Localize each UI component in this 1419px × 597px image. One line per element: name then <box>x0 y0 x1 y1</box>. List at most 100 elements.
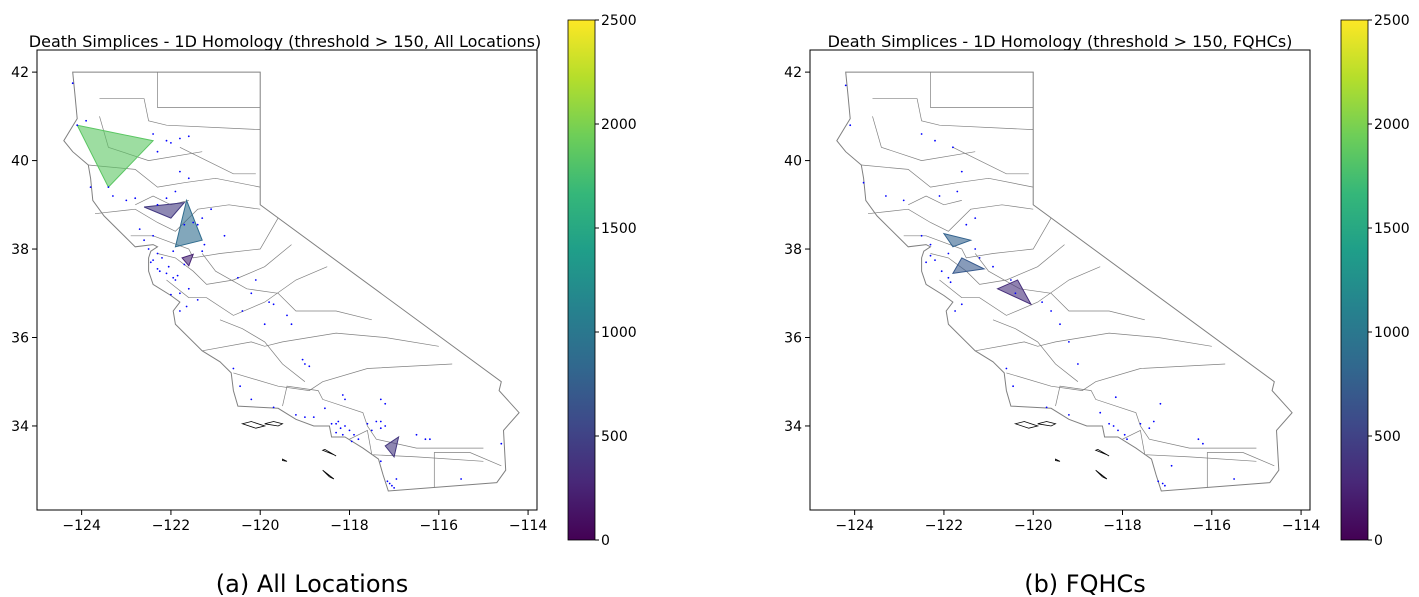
location-point <box>386 480 389 483</box>
location-point <box>165 139 168 142</box>
island-outline <box>264 421 284 427</box>
location-point <box>379 398 382 401</box>
location-point <box>344 398 346 401</box>
state-outline <box>836 71 1293 492</box>
plot-frame <box>36 49 538 511</box>
location-point <box>1161 482 1164 485</box>
colorbar-ticks: 0 500 1000 1500 2000 2500 <box>1368 13 1410 549</box>
location-point <box>210 208 213 211</box>
location-point <box>187 135 190 138</box>
x-tick-label: −122 <box>925 518 963 534</box>
x-tick-label: −116 <box>1193 518 1232 534</box>
island-outline <box>1095 469 1108 480</box>
location-point <box>76 124 79 127</box>
location-point <box>1059 323 1061 326</box>
death-simplex <box>942 232 973 248</box>
colorbar-tick-label: 2000 <box>601 117 637 133</box>
location-point <box>974 217 977 220</box>
location-point <box>339 427 342 430</box>
location-point <box>165 272 168 275</box>
county-line <box>1206 452 1275 488</box>
y-tick-label: 38 <box>784 242 802 258</box>
location-point <box>954 310 956 312</box>
location-point <box>1152 420 1155 423</box>
location-point <box>1068 341 1070 343</box>
x-tick-label: −114 <box>1282 518 1321 534</box>
location-point <box>138 228 141 231</box>
location-point <box>388 482 391 485</box>
county-line <box>930 244 1065 285</box>
colorbar-tick-label: 2500 <box>1374 13 1410 29</box>
location-point <box>375 420 378 423</box>
location-point <box>391 484 393 487</box>
figure-caption: (a) All Locations <box>216 570 408 597</box>
location-point <box>344 425 346 427</box>
location-point <box>268 301 270 303</box>
location-point <box>187 287 190 290</box>
location-point <box>1139 422 1142 425</box>
state-outline <box>63 71 520 492</box>
location-point <box>952 146 954 149</box>
location-point <box>920 133 923 135</box>
location-point <box>974 248 977 250</box>
county-line <box>349 429 484 462</box>
location-point <box>1112 425 1115 427</box>
county-line <box>1055 385 1257 449</box>
y-tick-label: 38 <box>11 242 29 258</box>
death-simplices <box>942 232 1033 306</box>
x-tick-label: −118 <box>330 518 368 534</box>
location-point <box>384 402 387 405</box>
location-point <box>1157 480 1160 483</box>
county-line <box>179 146 256 175</box>
location-point <box>203 243 206 246</box>
location-point <box>925 261 927 264</box>
colorbar-tick-label: 1500 <box>1374 221 1410 237</box>
location-point <box>272 303 275 306</box>
location-point <box>143 239 146 242</box>
location-point <box>1126 438 1128 441</box>
island-outline <box>1037 421 1057 427</box>
county-line <box>94 204 261 232</box>
y-tick-label: 42 <box>11 65 29 81</box>
location-point <box>1114 396 1117 399</box>
death-simplex <box>174 198 203 248</box>
death-simplex <box>996 279 1033 306</box>
death-simplex <box>951 257 986 275</box>
x-tick-label: −124 <box>835 518 874 534</box>
location-point <box>992 265 994 268</box>
location-point <box>167 265 170 268</box>
axes: −124 −122 −120 −118 −116 −114 34 36 38 40 42 <box>784 65 1320 534</box>
county-line <box>1006 363 1226 391</box>
county-line <box>201 253 372 321</box>
location-point <box>312 416 315 418</box>
colorbar-tick-label: 2000 <box>1374 117 1410 133</box>
county-line <box>157 72 261 108</box>
location-point <box>384 425 387 427</box>
location-point <box>156 203 159 206</box>
location-point <box>920 234 923 237</box>
location-point <box>1108 422 1110 425</box>
location-point <box>172 276 175 279</box>
county-line <box>908 195 962 206</box>
location-point <box>308 365 311 368</box>
location-point <box>460 478 462 480</box>
location-point <box>156 268 159 270</box>
colorbar-tick-label: 1500 <box>601 221 637 237</box>
location-point <box>1148 427 1151 430</box>
location-point <box>1123 433 1126 436</box>
location-point <box>89 186 92 189</box>
location-point <box>1050 310 1052 312</box>
death-simplex <box>143 201 186 219</box>
location-point <box>179 292 181 295</box>
location-point <box>272 406 275 409</box>
y-tick-label: 40 <box>784 154 802 170</box>
county-line <box>975 332 1212 352</box>
death-simplex <box>384 435 400 459</box>
location-point <box>156 150 159 153</box>
location-point <box>1159 402 1162 405</box>
location-point <box>165 197 168 200</box>
location-point <box>940 270 943 273</box>
location-point <box>849 124 852 127</box>
colorbar-tick-label: 500 <box>1374 429 1401 445</box>
county-line <box>166 266 328 316</box>
